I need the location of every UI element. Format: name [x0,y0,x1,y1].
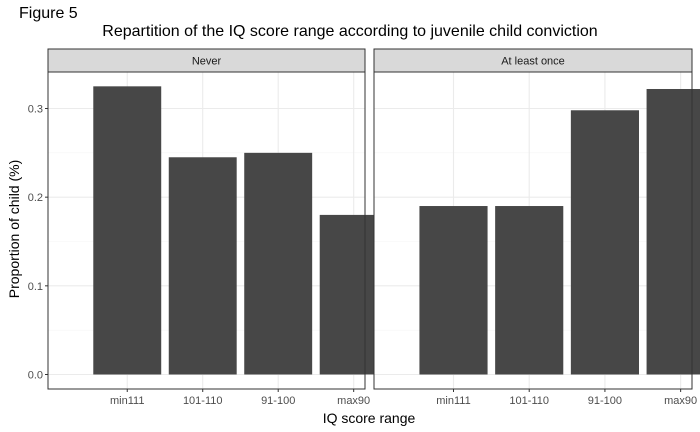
y-axis-title: Proportion of child (%) [6,160,22,299]
figure-label: Figure 5 [19,5,78,22]
x-tick-label: min111 [436,395,470,407]
y-tick-label: 0.0 [28,370,43,382]
x-tick-label: max90 [664,395,697,407]
x-tick-label: min111 [110,395,144,407]
x-tick-label: 91-100 [261,395,295,407]
facet-panel-1: Never min111 101-110 91-100 max90 [47,48,388,407]
bar-101-110 [168,157,237,375]
bar-91-100 [244,152,313,375]
bar-min111 [419,206,488,375]
x-tick-label: max90 [337,395,370,407]
x-tick-label: 91-100 [588,395,622,407]
y-axis: 0.0 0.1 0.2 0.3 [28,104,48,382]
x-axis-title: IQ score range [323,410,416,426]
panel-border [47,71,366,390]
y-tick-label: 0.3 [28,104,43,116]
bar-max90 [646,88,700,375]
facet-strip-label: At least once [501,56,565,68]
x-tick-label: 101-110 [183,395,223,407]
bar-91-100 [570,110,639,375]
panel-border [373,71,693,390]
bar-101-110 [495,206,564,375]
facet-strip-label: Never [192,56,222,68]
x-tick-label: 101-110 [509,395,549,407]
y-tick-label: 0.1 [28,281,43,293]
y-tick-label: 0.2 [28,192,43,204]
facet-panel-2: At least once min111 101-110 91-100 max90 [373,48,700,407]
chart-title: Repartition of the IQ score range accord… [102,23,598,40]
bar-min111 [93,86,162,375]
